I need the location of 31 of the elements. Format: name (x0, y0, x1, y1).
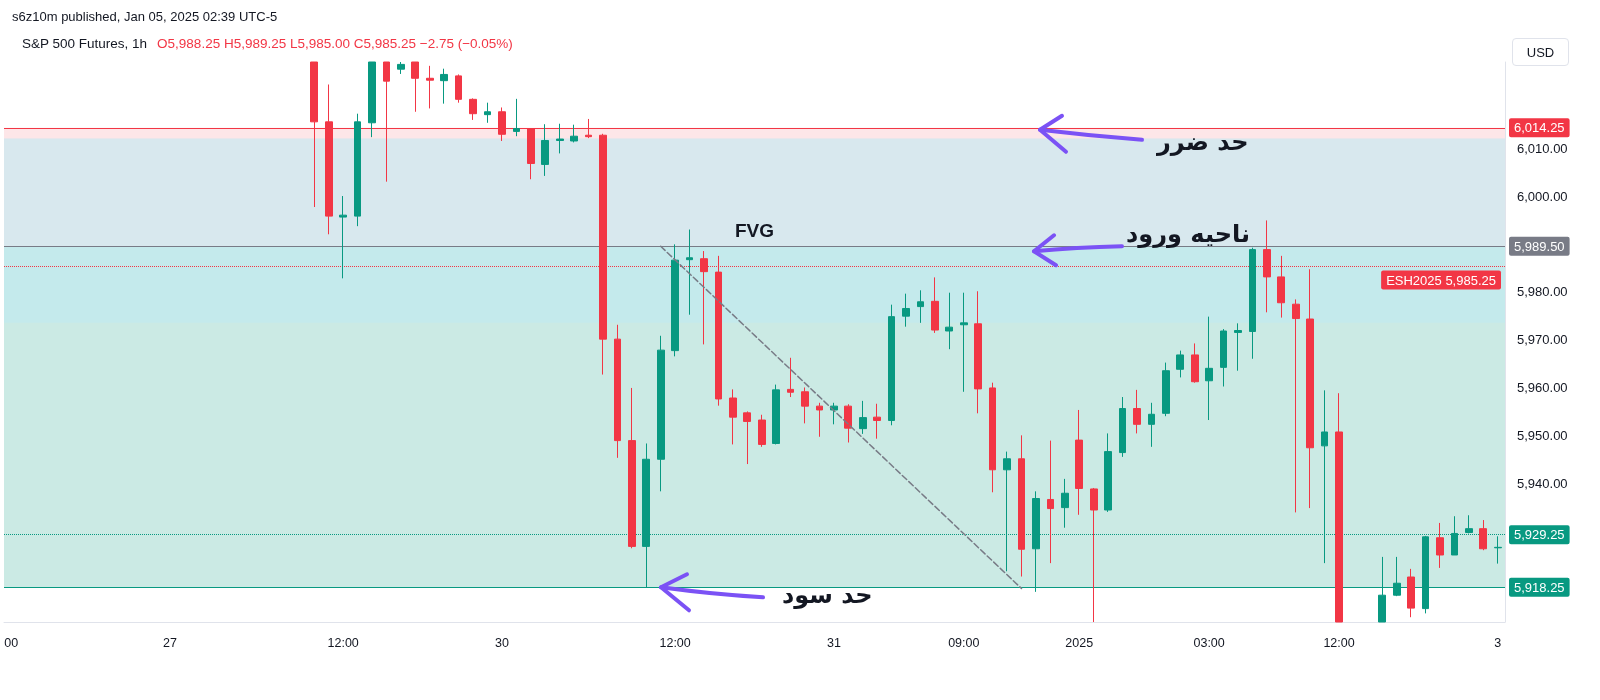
x-tick-label: 31 (826, 635, 841, 650)
x-tick-label: 09:00 (948, 635, 980, 650)
y-tick-label: 5,970.00 (1517, 332, 1568, 348)
x-tick-label: 12:00 (659, 635, 691, 650)
x-tick-label: 03:00 (1193, 635, 1225, 650)
x-tick-label: 30 (494, 635, 509, 650)
x-tick-label: 2025 (1065, 635, 1094, 650)
x-tick-label: 3 (1494, 635, 1502, 650)
ref-line-label: 5,929.25 (1514, 527, 1565, 543)
chart-title: S&P 500 Futures, 1h (22, 36, 148, 51)
x-tick-label: 27 (163, 635, 177, 650)
y-tick-label: 6,000.00 (1517, 188, 1568, 204)
x-tick-label: 12:00 (1323, 635, 1355, 650)
annotation: ناحیه ورود (1126, 220, 1250, 249)
text: USD (1512, 38, 1569, 66)
y-tick-label: 5,950.00 (1517, 427, 1568, 443)
annotation: حد سود (782, 581, 873, 610)
y-tick-label: 5,940.00 (1517, 475, 1568, 491)
ref-line-label: 5,918.25 (1514, 579, 1565, 595)
chart-subtitle: O5,988.25 H5,989.25 L5,985.00 C5,985.25 −2.75 (−0.05%) (157, 36, 513, 51)
ref-line-label: 5,989.50 (1514, 238, 1565, 254)
text: s6z10m published, Jan 05, 2025 02:39 UTC-5 (12, 9, 278, 24)
y-tick-label: 5,980.00 (1517, 284, 1568, 300)
x-tick-label: 12:00 (327, 635, 359, 650)
y-tick-label: 6,010.00 (1517, 140, 1568, 156)
annotation: حد ضرر (1156, 127, 1249, 156)
ref-line-label: 6,014.25 (1514, 120, 1565, 136)
x-tick-label: 00 (4, 635, 19, 650)
ref-line-label: ESH2025 5,985.25 (1386, 272, 1496, 288)
band-label: FVG (734, 220, 775, 242)
y-tick-label: 5,960.00 (1517, 379, 1568, 395)
